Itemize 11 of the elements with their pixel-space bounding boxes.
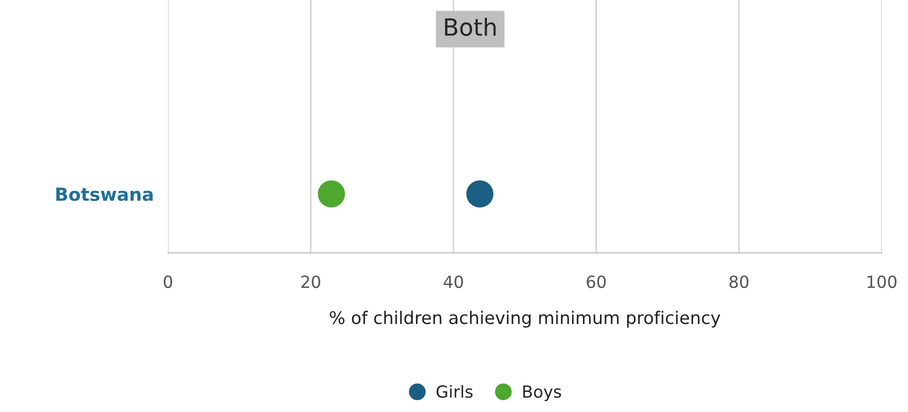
x-tick-label: 80 [729,275,748,288]
x-tick-label: 0 [164,275,172,288]
x-tick-label: 20 [301,275,320,288]
x-tick-label: 60 [586,275,606,288]
x-axis-title: % of children achieving minimum proficiency [330,310,720,328]
x-tick-label: 40 [444,275,463,288]
legend-label: Boys [523,386,562,402]
x-tick-label: 100 [868,275,896,288]
legend-label: Girls [436,384,473,398]
chart-title: Both [445,18,496,36]
y-tick-label: Botswana [56,188,153,202]
